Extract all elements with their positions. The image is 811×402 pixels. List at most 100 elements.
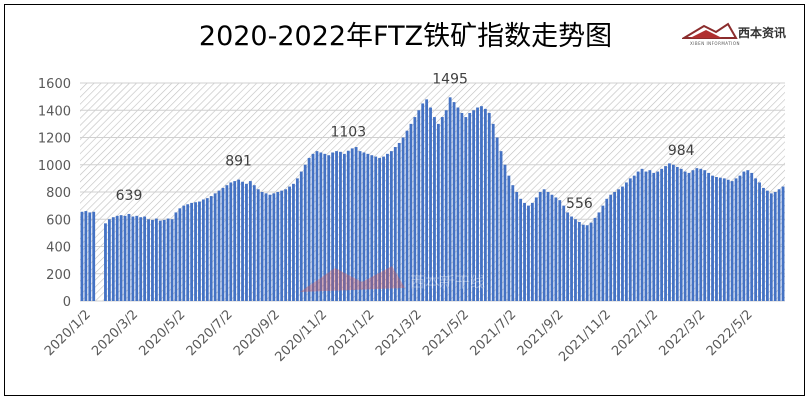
bar	[248, 181, 252, 301]
bar	[425, 99, 429, 301]
y-tick-label: 1000	[38, 159, 71, 174]
bar	[664, 166, 667, 301]
bar	[476, 107, 479, 301]
bar	[417, 110, 421, 301]
bar	[194, 202, 197, 301]
bar	[158, 220, 162, 301]
bar	[707, 172, 711, 301]
bar	[217, 190, 221, 301]
bar	[695, 168, 699, 301]
bar	[272, 193, 276, 301]
bar	[237, 179, 241, 301]
bar	[483, 108, 487, 301]
bar	[585, 225, 589, 301]
bar	[632, 175, 636, 301]
bar	[315, 151, 319, 302]
bar	[131, 216, 135, 301]
logo-brand-text: 西本资讯	[738, 26, 787, 40]
x-tick-label: 2021/7/2	[467, 307, 519, 359]
bar	[660, 168, 664, 301]
bar	[738, 175, 742, 301]
bar	[256, 189, 260, 301]
bar	[123, 215, 127, 301]
bar	[487, 112, 491, 301]
bar	[746, 170, 750, 301]
bar	[605, 198, 609, 301]
bar	[436, 123, 440, 302]
bar	[209, 196, 213, 301]
bar	[284, 189, 288, 301]
bar	[566, 212, 570, 301]
data-label: 1495	[432, 71, 468, 87]
bar	[303, 164, 307, 301]
bar	[460, 112, 464, 301]
bar	[765, 190, 769, 301]
bar	[558, 200, 562, 301]
bar	[350, 148, 354, 301]
bar	[162, 219, 166, 301]
bar	[499, 151, 503, 302]
bar	[178, 208, 182, 301]
x-tick-label: 2020/1/2	[42, 307, 94, 359]
bar	[276, 192, 280, 301]
bar	[530, 202, 534, 301]
bar	[252, 185, 256, 301]
bar	[107, 219, 111, 301]
bar	[170, 219, 174, 301]
bar	[448, 97, 452, 301]
bar	[519, 198, 523, 301]
bar	[456, 107, 460, 301]
data-labels: 639 891 1103 1495 556 984	[116, 71, 695, 212]
bar	[354, 147, 358, 301]
bar	[546, 192, 550, 301]
bar	[464, 117, 468, 301]
bar	[401, 137, 405, 301]
bar	[397, 142, 401, 301]
bar	[468, 112, 472, 301]
bar	[523, 202, 526, 301]
y-tick-label: 0	[63, 295, 71, 310]
bar	[440, 117, 444, 301]
data-label: 639	[116, 188, 143, 204]
watermark-text: 西本新干线	[410, 273, 485, 291]
bar	[370, 155, 374, 301]
bar	[374, 156, 378, 301]
y-tick-label: 200	[46, 268, 71, 283]
bar	[358, 151, 362, 302]
chart-title: 2020-2022年FTZ铁矿指数走势图	[198, 21, 613, 52]
bar	[139, 217, 143, 301]
bar	[601, 205, 605, 302]
x-tick-label: 2020/5/2	[137, 307, 189, 359]
bar	[718, 177, 722, 301]
x-tick-label: 2022/5/2	[704, 307, 756, 359]
bar	[675, 166, 679, 301]
bar	[581, 224, 585, 301]
bar	[773, 192, 777, 301]
logo-mountain-icon	[680, 22, 738, 39]
bar	[80, 211, 84, 301]
bar	[507, 175, 511, 301]
bar	[111, 217, 115, 301]
bar	[444, 110, 448, 301]
x-tick-label: 2021/5/2	[420, 307, 472, 359]
bar	[205, 198, 209, 301]
bar	[433, 117, 436, 301]
bar	[726, 179, 730, 301]
bar	[671, 164, 675, 301]
bar	[668, 163, 671, 301]
bar	[679, 168, 683, 301]
bar	[327, 155, 331, 301]
bar	[683, 171, 687, 301]
bar	[472, 110, 476, 301]
bar	[656, 171, 660, 301]
bar	[127, 213, 131, 301]
bar	[241, 181, 244, 301]
bar	[730, 181, 734, 301]
bar	[389, 151, 393, 302]
bar	[166, 218, 170, 301]
x-tick-label: 2021/11/2	[556, 307, 614, 365]
x-axis: 2020/1/22020/3/22020/5/22020/7/22020/9/2…	[42, 307, 756, 365]
bar	[503, 164, 507, 301]
bar	[769, 193, 773, 301]
